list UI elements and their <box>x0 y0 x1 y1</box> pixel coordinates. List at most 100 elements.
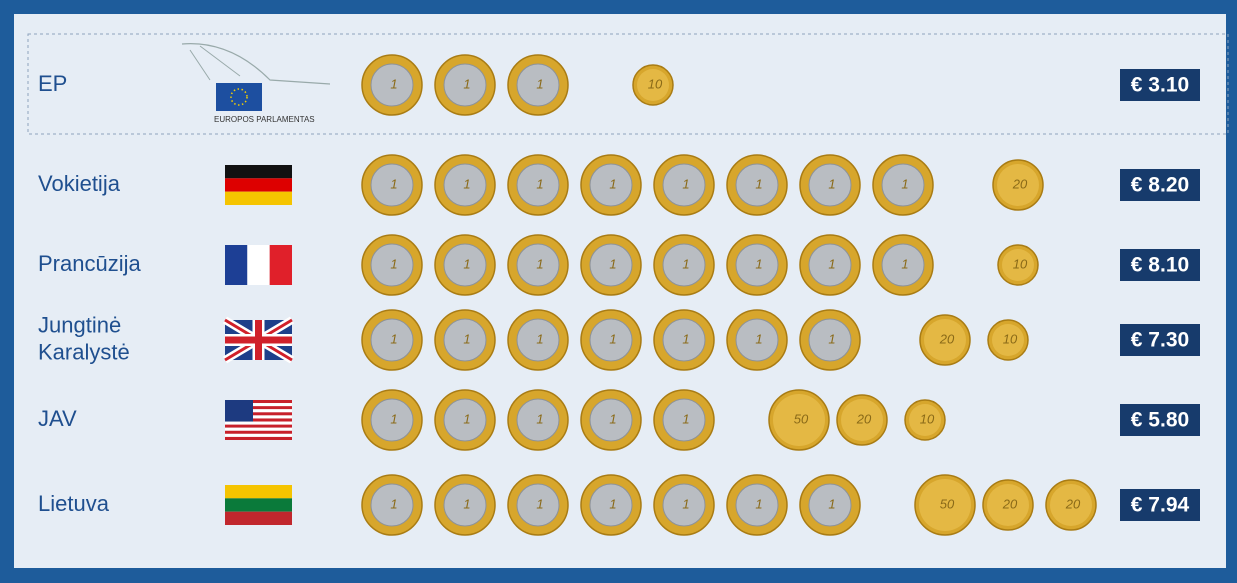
coin: 1 <box>434 234 496 296</box>
coin: 1 <box>434 154 496 216</box>
coin-value: 1 <box>463 496 470 511</box>
coin-center <box>370 318 414 362</box>
coin-center <box>443 163 487 207</box>
total: € 7.94 <box>1131 494 1190 517</box>
coin-value: 1 <box>609 496 616 511</box>
coin-center <box>370 63 414 107</box>
coin: 10 <box>987 319 1029 361</box>
coin: 1 <box>653 234 715 296</box>
stripe <box>225 424 292 428</box>
cross-red <box>225 320 292 360</box>
coin-face <box>841 399 883 441</box>
stripe <box>269 245 292 285</box>
canton <box>225 400 253 422</box>
coin-value: 20 <box>1002 496 1018 511</box>
coin-value: 1 <box>682 256 689 271</box>
coin-value: 1 <box>755 176 762 191</box>
coin-value: 10 <box>920 411 935 426</box>
coin-center <box>881 243 925 287</box>
coin-value: 1 <box>609 411 616 426</box>
coin-center <box>662 163 706 207</box>
coin: 1 <box>361 54 423 116</box>
coin-value: 1 <box>828 256 835 271</box>
stripe <box>225 418 292 422</box>
stripe <box>225 409 292 413</box>
coin: 1 <box>434 54 496 116</box>
coin-center <box>370 163 414 207</box>
coin: 1 <box>507 309 569 371</box>
coin: 10 <box>632 64 674 106</box>
coin-center <box>443 318 487 362</box>
total: € 3.10 <box>1131 74 1189 97</box>
coin-center <box>589 318 633 362</box>
coin: 1 <box>726 309 788 371</box>
coin-value: 1 <box>463 76 470 91</box>
coin: 1 <box>872 234 934 296</box>
coin-center <box>881 163 925 207</box>
coin: 1 <box>653 154 715 216</box>
coin-center <box>662 243 706 287</box>
coin: 1 <box>507 474 569 536</box>
coin-value: 1 <box>536 256 543 271</box>
coin: 20 <box>992 159 1044 211</box>
coin-center <box>443 243 487 287</box>
coin-face <box>997 164 1039 206</box>
total-badge <box>1120 69 1200 101</box>
stripe <box>225 430 292 434</box>
coin-center <box>516 483 560 527</box>
coin-face <box>773 394 825 446</box>
coin-value: 1 <box>682 496 689 511</box>
coin: 1 <box>799 234 861 296</box>
coin-center <box>516 398 560 442</box>
ep-logo: EUROPOS PARLAMENTAS <box>181 43 331 124</box>
coin: 50 <box>914 474 976 536</box>
total-badge <box>1120 324 1200 356</box>
coin: 1 <box>580 309 642 371</box>
coin-center <box>808 483 852 527</box>
total-badge <box>1120 169 1200 201</box>
coin-center <box>589 398 633 442</box>
stripe <box>225 406 292 410</box>
coin: 1 <box>726 154 788 216</box>
logo-text: EUROPOS PARLAMENTAS <box>214 115 315 124</box>
stripe <box>225 433 292 437</box>
stripe <box>225 403 292 407</box>
coin: 1 <box>726 234 788 296</box>
coin-value: 1 <box>536 496 543 511</box>
coin-center <box>370 243 414 287</box>
coin-value: 10 <box>1013 256 1028 271</box>
coin-center <box>443 483 487 527</box>
coin-center <box>735 483 779 527</box>
row-label: Prancūzija <box>38 251 141 276</box>
coin-value: 1 <box>463 411 470 426</box>
stripe <box>225 415 292 419</box>
coin-face <box>992 324 1024 356</box>
coin-value: 1 <box>609 176 616 191</box>
total-badge <box>1120 404 1200 436</box>
coin-value: 20 <box>1012 176 1028 191</box>
coin: 1 <box>580 154 642 216</box>
row-label: JAV <box>38 406 77 431</box>
coin-value: 1 <box>609 331 616 346</box>
coin-face <box>909 404 941 436</box>
stripe <box>225 191 292 205</box>
stripe <box>225 165 292 179</box>
coin-value: 20 <box>939 331 955 346</box>
coin-center <box>516 163 560 207</box>
row-label: Jungtinė <box>38 312 121 337</box>
coin-center <box>516 243 560 287</box>
coin: 1 <box>580 234 642 296</box>
row-label: Vokietija <box>38 171 121 196</box>
stripe <box>225 498 292 512</box>
coin: 1 <box>434 474 496 536</box>
stripe <box>225 421 292 425</box>
coin: 1 <box>507 234 569 296</box>
coin-value: 1 <box>755 256 762 271</box>
total-badge <box>1120 489 1200 521</box>
coin-face <box>1002 249 1034 281</box>
coin-center <box>589 163 633 207</box>
coin-value: 1 <box>901 256 908 271</box>
coin-center <box>662 398 706 442</box>
coin-value: 1 <box>536 176 543 191</box>
coin: 1 <box>799 474 861 536</box>
